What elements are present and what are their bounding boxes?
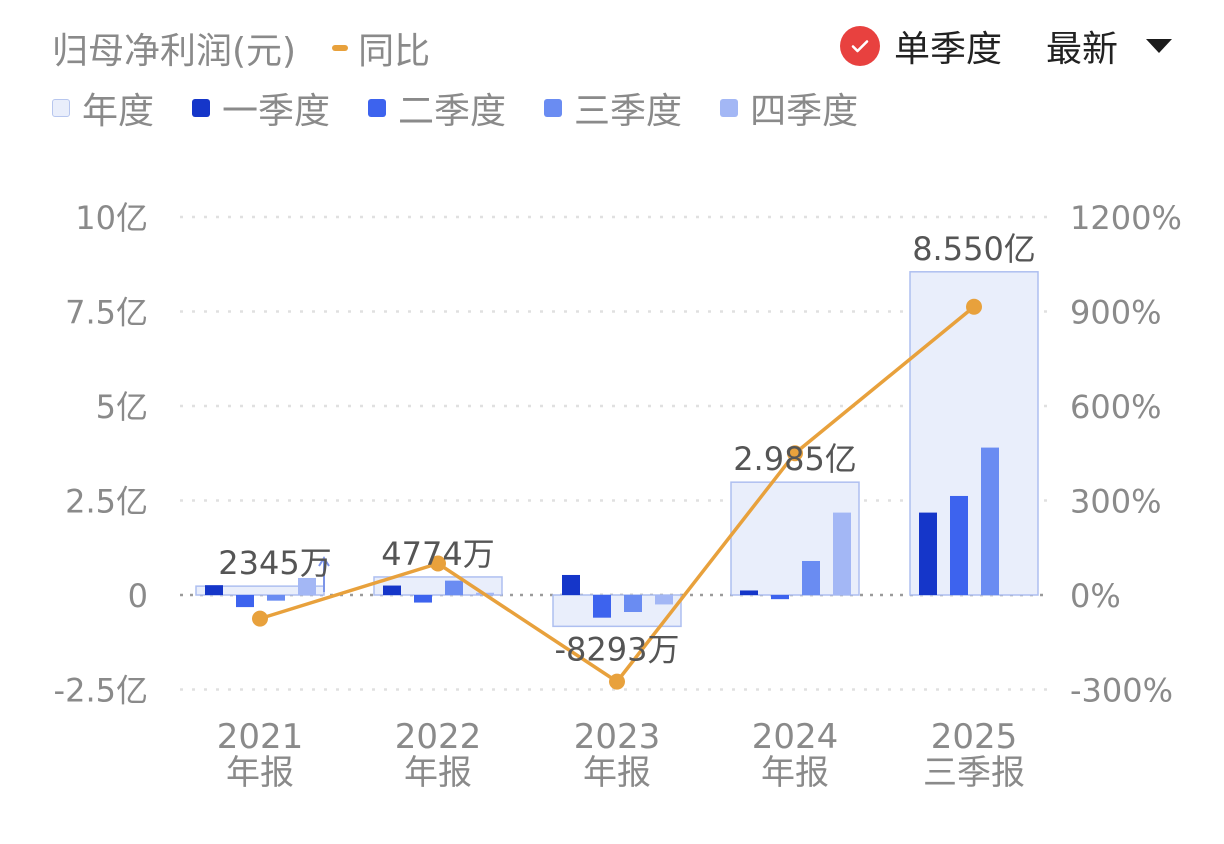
quarter-bar [562, 574, 580, 595]
x-tick-label: 年报 [404, 753, 472, 793]
y-left-tick-label: 2.5亿 [65, 483, 148, 521]
quarter-bar [593, 595, 611, 618]
yoy-point [252, 610, 268, 627]
quarter-bar [298, 577, 316, 595]
quarter-bar [950, 495, 968, 595]
quarter-bar [445, 580, 463, 595]
legend-q3[interactable]: 三季度 [544, 82, 682, 134]
y-right-tick-label: 0% [1070, 577, 1121, 615]
y-left-tick-label: 5亿 [96, 388, 148, 426]
y-right-tick-label: 900% [1070, 294, 1161, 332]
x-tick-label: 年报 [583, 753, 651, 793]
period-dropdown[interactable]: 最新 [1046, 20, 1172, 72]
x-tick-label: 2025 [931, 717, 1018, 757]
quarter-bar [267, 595, 285, 601]
quarter-bar [981, 447, 999, 595]
x-tick-label: 2024 [752, 717, 839, 757]
arrow-up-icon [318, 556, 330, 592]
yoy-point [787, 445, 803, 462]
quarter-bar [833, 512, 851, 595]
x-tick-label: 年报 [226, 753, 294, 793]
quarter-bar [771, 595, 789, 600]
x-tick-label: 2022 [395, 717, 482, 757]
y-left-tick-label: 7.5亿 [65, 294, 148, 332]
annual-value-label: 8.550亿 [912, 230, 1036, 268]
quarter-bar [414, 595, 432, 603]
legend-yoy-label: 同比 [358, 31, 431, 72]
controls: 单季度 最新 [839, 20, 1172, 72]
legend-q4[interactable]: 四季度 [720, 82, 858, 134]
yoy-point [609, 673, 625, 690]
legend-label: 四季度 [750, 91, 859, 132]
y-right-tick-label: 1200% [1070, 199, 1182, 237]
legend-swatch [544, 99, 563, 117]
legend-annual[interactable]: 年度 [52, 82, 154, 134]
quarter-bar [205, 585, 223, 595]
y-right-tick-label: 600% [1070, 388, 1161, 426]
y-right-tick-label: 300% [1070, 483, 1161, 521]
check-icon[interactable] [839, 26, 880, 66]
legend-label: 三季度 [574, 91, 683, 132]
series-legend: 年度 一季度 二季度 三季度 四季度 [52, 82, 896, 134]
legend-swatch [720, 99, 739, 117]
legend-label: 一季度 [222, 91, 331, 132]
x-tick-label: 2021 [217, 717, 304, 757]
annual-value-label: -8293万 [555, 630, 680, 668]
yoy-point [966, 298, 982, 315]
legend-swatch [368, 99, 387, 117]
annual-value-label: 2.985亿 [733, 440, 857, 478]
y-left-tick-label: 10亿 [75, 199, 148, 237]
single-quarter-toggle[interactable]: 单季度 [893, 29, 1002, 70]
caret-down-icon [1146, 39, 1172, 53]
quarter-bar [919, 512, 937, 595]
annual-value-label: 2345万 [218, 544, 331, 582]
legend-q1[interactable]: 一季度 [192, 82, 330, 134]
annual-value-label: 4774万 [381, 535, 494, 573]
quarter-bar [655, 595, 673, 605]
quarter-bar [624, 595, 642, 613]
quarter-bar [383, 585, 401, 595]
quarter-bar [740, 590, 758, 595]
legend-yoy[interactable]: 同比 [332, 22, 430, 74]
legend-swatch [52, 99, 70, 117]
legend-label: 年度 [82, 91, 155, 132]
annual-bar [373, 576, 503, 596]
yoy-point [430, 555, 446, 572]
legend-swatch [192, 99, 211, 117]
x-tick-label: 三季报 [923, 753, 1025, 793]
chart-title: 归母净利润(元) [52, 31, 297, 72]
legend-label: 二季度 [398, 91, 507, 132]
period-dropdown-label: 最新 [1045, 29, 1118, 70]
yoy-line-swatch [332, 45, 349, 51]
x-tick-label: 2023 [574, 717, 661, 757]
x-tick-label: 年报 [761, 753, 829, 793]
title-row: 归母净利润(元) 同比 [52, 22, 430, 74]
legend-q2[interactable]: 二季度 [368, 82, 506, 134]
y-left-tick-label: 0 [128, 577, 148, 615]
quarter-bar [236, 595, 254, 608]
y-right-tick-label: -300% [1070, 672, 1173, 710]
quarter-bar [802, 560, 820, 595]
y-left-tick-label: -2.5亿 [54, 672, 148, 710]
chart-header: 归母净利润(元) 同比 单季度 最新 年度 一季度 二季度 三季度 四季度 [0, 0, 1224, 140]
